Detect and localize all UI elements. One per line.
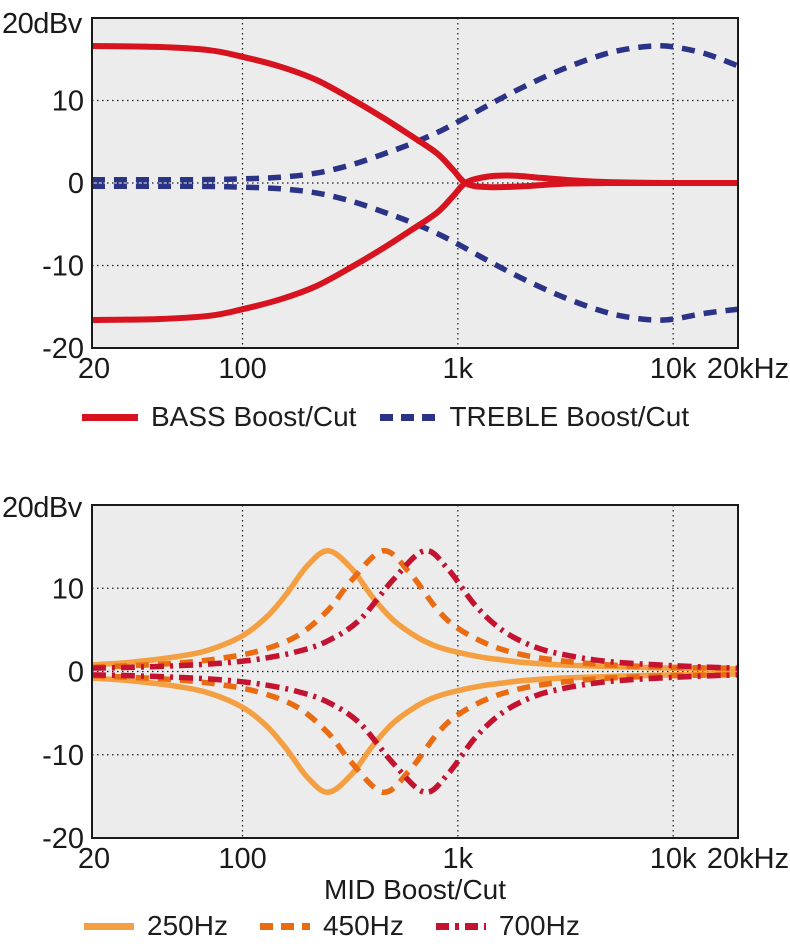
legend-item-700hz: 700Hz [435, 910, 580, 942]
plot-border [91, 504, 739, 839]
mid-legend: 250Hz 450Hz 700Hz [84, 909, 612, 943]
x-tick-label-20: 20 [78, 843, 110, 875]
curve-mid-700-boost [91, 547, 739, 671]
bass-treble-legend: BASS Boost/Cut TREBLE Boost/Cut [82, 400, 689, 434]
curve-mid-250-cut [91, 671, 739, 795]
curve-treble-boost [91, 43, 739, 183]
x-tick-label-100: 100 [218, 843, 266, 875]
plot-area [92, 505, 738, 838]
curve-mid-700-cut [91, 672, 739, 796]
x-tick-label-100: 100 [218, 353, 266, 385]
y-axis-unit-label-top-chart: 20dBv [2, 8, 82, 40]
x-tick-label-1k: 1k [443, 843, 474, 875]
mid-250hz-line-swatch [84, 922, 134, 930]
legend-label-450hz: 450Hz [322, 910, 404, 941]
curve-treble-cut [91, 183, 739, 323]
treble-line-swatch [380, 413, 437, 421]
y-tick-label--20: -20 [42, 823, 84, 855]
legend-item-treble: TREBLE Boost/Cut [380, 401, 689, 433]
x-tick-label-20: 20 [78, 353, 110, 385]
y-tick-label-0: 0 [68, 657, 84, 689]
legend-label-250hz: 250Hz [147, 910, 228, 941]
y-tick-label--20: -20 [42, 333, 84, 365]
curve-mid-250-boost [91, 548, 739, 672]
legend-item-450hz: 450Hz [259, 910, 404, 942]
y-tick-label-0: 0 [68, 168, 84, 200]
legend-label-bass: BASS Boost/Cut [151, 401, 357, 432]
bass-line-swatch [82, 413, 138, 421]
legend-item-bass: BASS Boost/Cut [82, 401, 356, 433]
y-tick-label--10: -10 [42, 740, 84, 772]
legend-label-700hz: 700Hz [498, 910, 580, 941]
y-tick-label--10: -10 [42, 251, 84, 283]
x-tick-label-20kHz: 20kHz [707, 843, 789, 875]
legend-label-treble: TREBLE Boost/Cut [449, 401, 690, 432]
y-axis-unit-label-bottom-chart: 20dBv [2, 492, 82, 524]
legend-item-250hz: 250Hz [84, 910, 228, 942]
curve-mid-450-boost [91, 548, 739, 671]
mid-chart-x-axis-title: MID Boost/Cut [323, 874, 507, 905]
y-tick-label-10: 10 [52, 573, 84, 605]
mid-700hz-line-swatch [435, 922, 486, 930]
y-tick-label-10: 10 [52, 86, 84, 118]
curve-mid-450-cut [91, 672, 739, 795]
x-tick-label-10k: 10k [650, 843, 697, 875]
curve-bass-cut [91, 172, 739, 323]
x-tick-label-20kHz: 20kHz [707, 353, 789, 385]
x-tick-label-1k: 1k [443, 353, 474, 385]
plot-border [91, 17, 739, 349]
mid-450hz-line-swatch [259, 922, 310, 930]
x-tick-label-10k: 10k [650, 353, 697, 385]
curve-bass-boost [91, 43, 738, 191]
